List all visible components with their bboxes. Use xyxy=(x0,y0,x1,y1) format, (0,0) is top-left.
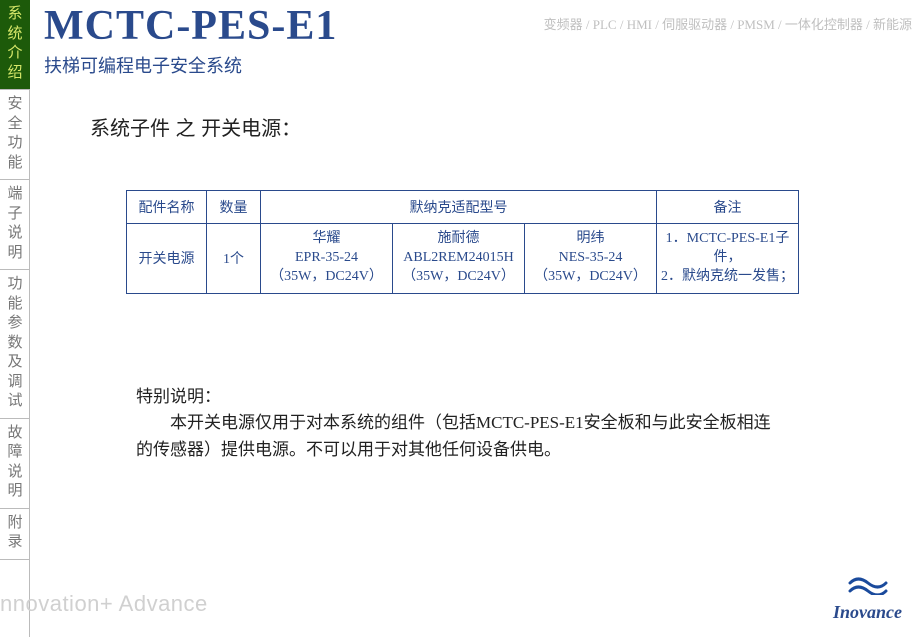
model-code: ABL2REM24015H xyxy=(397,249,520,268)
page-subtitle: 扶梯可编程电子安全系统 xyxy=(44,52,920,78)
table-row: 开关电源 1个 华耀 EPR-35-24 （35W，DC24V） 施耐德 ABL… xyxy=(127,224,799,294)
model-spec: （35W，DC24V） xyxy=(265,268,388,287)
model-code: EPR-35-24 xyxy=(265,249,388,268)
td-model-2: 明纬 NES-35-24 （35W，DC24V） xyxy=(525,224,657,294)
model-brand: 施耐德 xyxy=(397,230,520,249)
note-line: 2．默纳克统一发售； xyxy=(661,268,794,287)
td-model-1: 施耐德 ABL2REM24015H （35W，DC24V） xyxy=(393,224,525,294)
model-brand: 华耀 xyxy=(265,230,388,249)
table-header-row: 配件名称 数量 默纳克适配型号 备注 xyxy=(127,191,799,224)
note-line: 1．MCTC-PES-E1子件， xyxy=(661,230,794,268)
model-spec: （35W，DC24V） xyxy=(529,268,652,287)
section-heading: 系统子件 之 开关电源： xyxy=(90,112,301,141)
special-note: 特别说明： 本开关电源仅用于对本系统的组件（包括MCTC-PES-E1安全板和与… xyxy=(136,384,776,463)
footer-logo: Inovance xyxy=(833,577,902,623)
breadcrumb: 变频器 / PLC / HMI / 伺服驱动器 / PMSM / 一体化控制器 … xyxy=(544,14,912,33)
nav-item-appendix[interactable]: 附录 xyxy=(0,509,30,560)
nav-item-safety[interactable]: 安全功能 xyxy=(0,90,30,180)
table-container: 配件名称 数量 默纳克适配型号 备注 开关电源 1个 华耀 EPR-35-24 … xyxy=(126,190,799,294)
sidebar: 系统介绍 安全功能 端子说明 功能参数及调试 故障说明 附录 xyxy=(0,0,30,637)
note-title: 特别说明： xyxy=(136,384,776,410)
model-code: NES-35-24 xyxy=(529,249,652,268)
model-brand: 明纬 xyxy=(529,230,652,249)
page: 系统介绍 安全功能 端子说明 功能参数及调试 故障说明 附录 MCTC-PES-… xyxy=(0,0,920,637)
nav-item-params[interactable]: 功能参数及调试 xyxy=(0,270,30,419)
nav-item-intro[interactable]: 系统介绍 xyxy=(0,0,30,90)
th-note: 备注 xyxy=(657,191,799,224)
th-qty: 数量 xyxy=(207,191,261,224)
model-spec: （35W，DC24V） xyxy=(397,268,520,287)
note-body: 本开关电源仅用于对本系统的组件（包括MCTC-PES-E1安全板和与此安全板相连… xyxy=(136,410,776,463)
td-model-0: 华耀 EPR-35-24 （35W，DC24V） xyxy=(261,224,393,294)
nav-item-fault[interactable]: 故障说明 xyxy=(0,419,30,509)
nav-item-terminals[interactable]: 端子说明 xyxy=(0,180,30,270)
footer-tagline: nnovation+ Advance xyxy=(0,591,208,617)
wave-icon xyxy=(848,577,888,595)
td-note: 1．MCTC-PES-E1子件， 2．默纳克统一发售； xyxy=(657,224,799,294)
header: MCTC-PES-E1 扶梯可编程电子安全系统 xyxy=(44,0,920,78)
th-name: 配件名称 xyxy=(127,191,207,224)
footer-brand: Inovance xyxy=(833,602,902,623)
td-name: 开关电源 xyxy=(127,224,207,294)
power-supply-table: 配件名称 数量 默纳克适配型号 备注 开关电源 1个 华耀 EPR-35-24 … xyxy=(126,190,799,294)
td-qty: 1个 xyxy=(207,224,261,294)
th-models: 默纳克适配型号 xyxy=(261,191,657,224)
